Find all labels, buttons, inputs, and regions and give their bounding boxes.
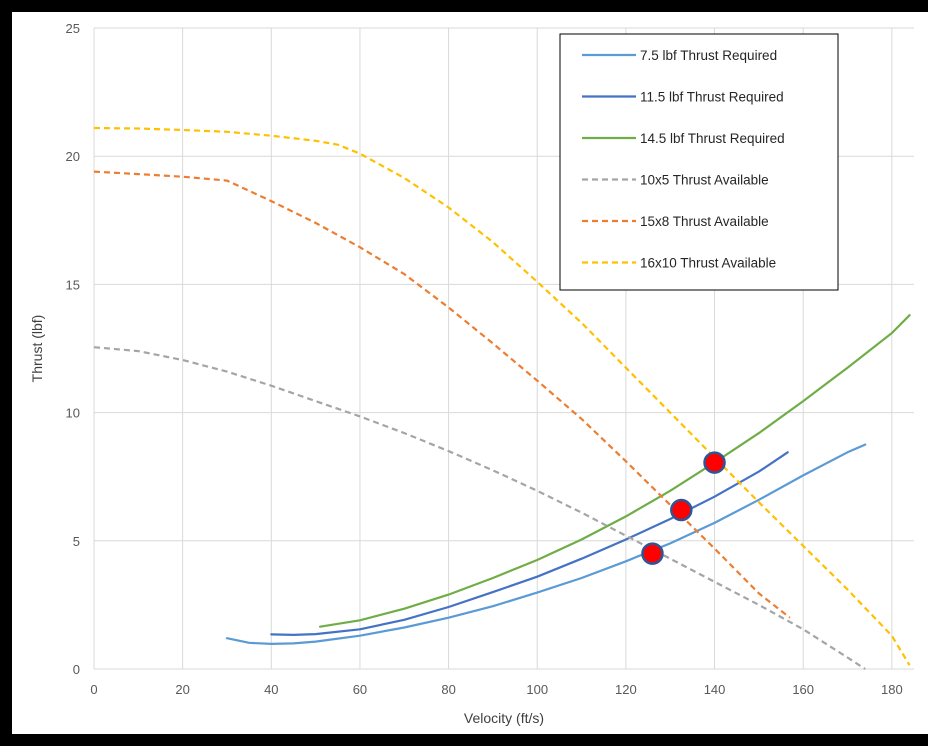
x-tick-label: 140 [704,682,726,697]
y-tick-label: 20 [66,149,80,164]
marker-layer [641,451,726,565]
intersection-marker-1 [641,542,664,565]
x-tick-label: 120 [615,682,637,697]
y-tick-label: 0 [73,662,80,677]
x-tick-label: 160 [792,682,814,697]
legend-label-1: 7.5 lbf Thrust Required [640,48,777,63]
series-line-6 [93,126,911,666]
x-tick-label: 0 [90,682,97,697]
y-tick-label: 15 [66,277,80,292]
intersection-marker-2 [670,498,693,522]
legend-label-5: 15x8 Thrust Available [640,214,769,229]
tick-layer: 0 5 10 15 20 25 0 20 40 60 80 100 120 140 160 180 [66,21,903,697]
legend-label-4: 10x5 Thrust Available [640,173,769,188]
legend-label-3: 14.5 lbf Thrust Required [640,131,785,146]
series-line-2 [270,451,789,636]
y-tick-label: 10 [66,406,80,421]
y-tick-label: 5 [73,534,80,549]
x-tick-label: 80 [441,682,455,697]
legend-box [559,33,839,291]
thrust-velocity-chart: 0 5 10 15 20 25 0 20 40 60 80 100 120 140 160 180 Veloc… [29,21,914,726]
intersection-marker-3 [703,451,726,474]
y-axis-title: Thrust (lbf) [29,315,45,383]
legend-label-2: 11.5 lbf Thrust Required [640,90,784,105]
chart-frame: 0 5 10 15 20 25 0 20 40 60 80 100 120 140 160 180 Veloc… [12,12,928,734]
y-tick-label: 25 [66,21,80,36]
series-layer [93,126,911,670]
legend: 7.5 lbf Thrust Required 11.5 lbf Thrust R… [559,33,839,291]
x-tick-label: 40 [264,682,278,697]
x-tick-label: 20 [175,682,189,697]
x-tick-label: 100 [526,682,548,697]
x-tick-label: 60 [353,682,367,697]
x-tick-label: 180 [881,682,903,697]
legend-label-6: 16x10 Thrust Available [640,256,776,271]
series-line-3 [319,314,911,628]
series-line-1 [225,443,867,645]
x-axis-title: Velocity (ft/s) [464,710,544,726]
series-line-4 [93,346,866,670]
